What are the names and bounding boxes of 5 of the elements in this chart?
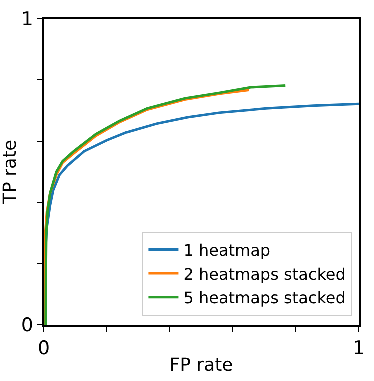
- x-axis-title: FP rate: [170, 355, 234, 376]
- legend-label: 1 heatmap: [184, 240, 271, 260]
- y-axis-title: TP rate: [0, 140, 22, 206]
- legend-label: 5 heatmaps stacked: [184, 288, 346, 308]
- legend-label: 2 heatmaps stacked: [184, 264, 346, 284]
